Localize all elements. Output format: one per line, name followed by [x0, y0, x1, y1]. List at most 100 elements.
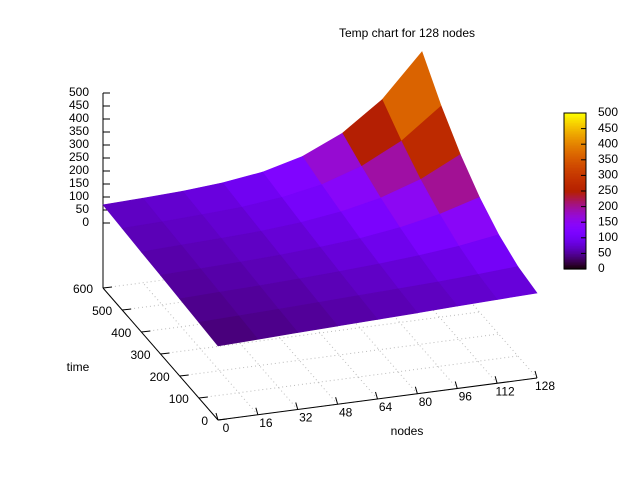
colorbar-step [564, 139, 586, 142]
colorbar-step [564, 189, 586, 192]
colorbar-step [564, 201, 586, 205]
colorbar-step [564, 244, 586, 247]
colorbar-step [564, 117, 586, 120]
x-tick-label: 128 [535, 379, 555, 393]
axis-line [217, 377, 538, 421]
x-tick-label: 112 [496, 384, 515, 398]
colorbar-tick-label: 300 [598, 168, 618, 182]
colorbar-step [564, 259, 586, 262]
y-tick-label: 600 [73, 282, 93, 296]
colorbar-step [564, 181, 586, 184]
grid-line [179, 333, 499, 377]
colorbar-step [564, 153, 586, 156]
y-tick-label: 500 [92, 304, 112, 318]
y-tick-label: 200 [150, 370, 170, 384]
colorbar-step [564, 247, 586, 250]
colorbar-step [564, 162, 586, 166]
colorbar-step [564, 240, 586, 244]
colorbar-step [564, 170, 586, 173]
colorbar-step [564, 148, 586, 152]
colorbar-step [564, 156, 586, 159]
y-tick [160, 352, 170, 355]
colorbar-step [564, 205, 586, 208]
colorbar-step [564, 215, 586, 219]
colorbar-step [564, 194, 586, 197]
y-axis-label: time [67, 360, 90, 374]
x-tick [454, 381, 458, 389]
x-axis-label: nodes [391, 424, 424, 438]
colorbar-step [564, 145, 586, 148]
y-tick-label: 300 [130, 348, 150, 362]
chart-title: Temp chart for 128 nodes [339, 26, 475, 40]
colorbar-step [564, 211, 586, 214]
y-tick-label: 400 [111, 326, 131, 340]
colorbar-step [564, 137, 586, 141]
colorbar-step [564, 253, 586, 256]
colorbar-step [564, 220, 586, 223]
x-tick-label: 48 [339, 405, 353, 419]
colorbar-step [564, 169, 586, 172]
colorbar-step [564, 234, 586, 237]
colorbar-step [564, 152, 586, 155]
colorbar-step [564, 119, 586, 122]
axis-line [102, 287, 219, 421]
colorbar-step [564, 248, 586, 251]
colorbar-step [564, 158, 586, 161]
x-tick-label: 80 [419, 395, 433, 409]
y-tick [102, 286, 113, 289]
z-tick-label: 350 [69, 124, 89, 138]
z-tick-label: 450 [69, 98, 89, 112]
colorbar-step [564, 197, 586, 200]
colorbar-step [564, 186, 586, 189]
colorbar-step [564, 206, 586, 209]
x-tick [255, 407, 259, 415]
x-tick [414, 386, 418, 394]
colorbar-step [564, 223, 586, 226]
colorbar-step [564, 159, 586, 162]
colorbar-step [564, 141, 586, 144]
colorbar-step [564, 209, 586, 212]
z-tick-label: 250 [69, 150, 89, 164]
colorbar-step [564, 176, 586, 180]
colorbar-tick-label: 200 [598, 199, 618, 213]
colorbar-step [564, 239, 586, 242]
y-tick [198, 396, 208, 399]
colorbar-step [564, 167, 586, 170]
colorbar-step [564, 264, 586, 267]
colorbar-step [564, 233, 586, 236]
colorbar-step [564, 116, 586, 119]
colorbar-tick-label: 250 [598, 183, 618, 197]
colorbar-step [564, 251, 586, 254]
colorbar-step [564, 230, 586, 233]
colorbar-step [564, 133, 586, 136]
z-tick-label: 500 [69, 85, 89, 99]
colorbar-step [564, 258, 586, 261]
colorbar-step [564, 256, 586, 259]
colorbar-step [564, 113, 586, 116]
colorbar-step [564, 166, 586, 169]
x-tick-label: 96 [459, 390, 473, 404]
colorbar-step [564, 200, 586, 203]
colorbar-tick-label: 500 [598, 105, 618, 119]
z-tick-label: 300 [69, 137, 89, 151]
colorbar-step [564, 142, 586, 145]
colorbar-step [564, 228, 586, 231]
colorbar-step [564, 184, 586, 187]
colorbar-step [564, 261, 586, 264]
colorbar-step [564, 122, 586, 125]
y-tick [122, 308, 132, 311]
colorbar-step [564, 114, 586, 117]
colorbar-step [564, 120, 586, 123]
colorbar-step [564, 131, 586, 134]
colorbar-step [564, 231, 586, 234]
y-tick-label: 100 [169, 392, 189, 406]
colorbar-step [564, 123, 586, 127]
y-tick [179, 374, 189, 377]
colorbar-step [564, 208, 586, 211]
colorbar-step [564, 144, 586, 147]
colorbar-step [564, 155, 586, 158]
z-tick-label: 50 [76, 202, 90, 216]
colorbar-step [564, 147, 586, 150]
colorbar-tick-label: 450 [598, 121, 618, 135]
